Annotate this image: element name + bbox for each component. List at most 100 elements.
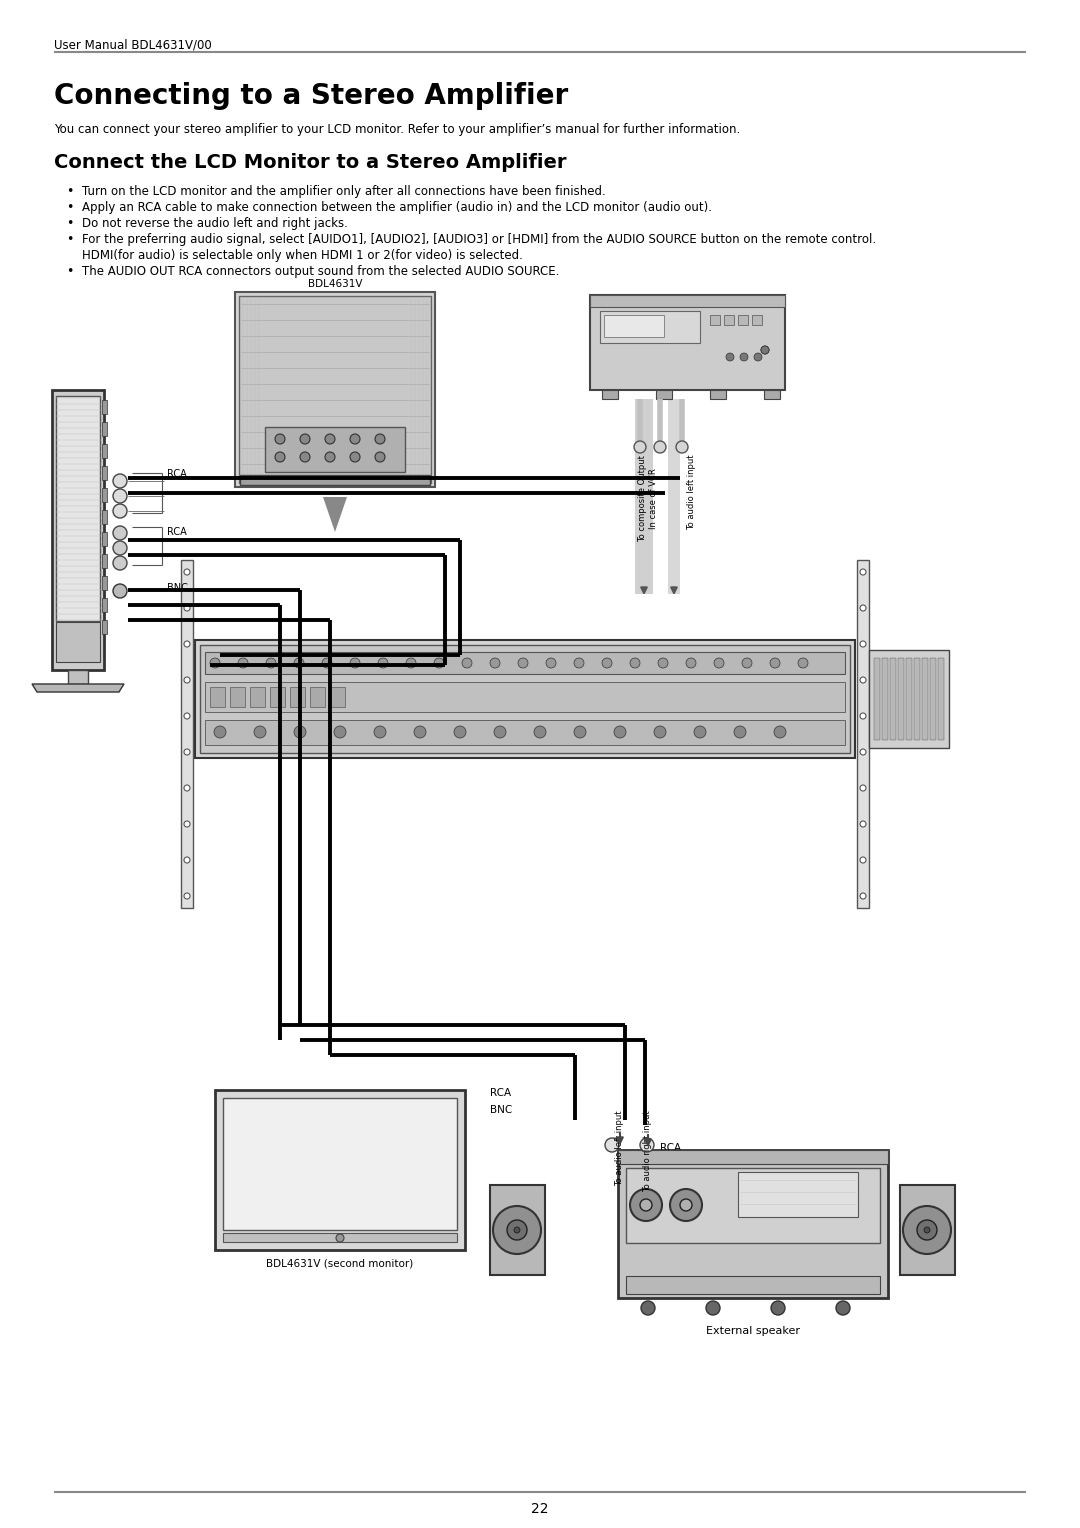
Circle shape	[658, 659, 669, 668]
Bar	[102, 466, 107, 480]
Bar	[102, 510, 107, 524]
Circle shape	[300, 452, 310, 461]
Circle shape	[860, 785, 866, 792]
Circle shape	[903, 1206, 951, 1254]
Text: BDL4631V (second monitor): BDL4631V (second monitor)	[267, 1258, 414, 1268]
Circle shape	[113, 541, 127, 555]
Bar	[195, 640, 855, 758]
Bar	[626, 1276, 880, 1294]
Text: RCA: RCA	[167, 527, 187, 536]
Polygon shape	[325, 492, 345, 495]
Circle shape	[726, 353, 734, 361]
Circle shape	[336, 1235, 345, 1242]
Polygon shape	[32, 685, 124, 692]
Bar	[102, 555, 107, 568]
Bar	[222, 1233, 457, 1242]
Circle shape	[184, 642, 190, 646]
Circle shape	[210, 659, 220, 668]
Bar	[724, 315, 734, 325]
Circle shape	[113, 584, 127, 597]
Bar	[200, 645, 850, 753]
Text: Apply an RCA cable to make connection between the amplifier (audio in) and the L: Apply an RCA cable to make connection be…	[82, 202, 712, 214]
Bar	[939, 659, 944, 740]
Bar	[930, 659, 936, 740]
Bar	[858, 559, 869, 908]
Bar	[222, 1099, 457, 1230]
Bar	[900, 1186, 955, 1274]
Circle shape	[917, 1219, 937, 1241]
Bar	[102, 620, 107, 634]
Circle shape	[334, 726, 346, 738]
Bar	[102, 597, 107, 613]
Circle shape	[714, 659, 724, 668]
Circle shape	[184, 605, 190, 611]
Circle shape	[113, 526, 127, 539]
Bar	[897, 659, 904, 740]
Bar	[602, 390, 618, 399]
Circle shape	[630, 659, 640, 668]
Text: Connecting to a Stereo Amplifier: Connecting to a Stereo Amplifier	[54, 83, 568, 110]
Circle shape	[325, 452, 335, 461]
Text: RCA: RCA	[660, 1143, 681, 1154]
Text: For the preferring audio signal, select [AUIDO1], [AUDIO2], [AUDIO3] or [HDMI] f: For the preferring audio signal, select …	[82, 232, 876, 246]
Bar	[914, 659, 920, 740]
Circle shape	[184, 568, 190, 575]
Text: •: •	[66, 185, 73, 199]
Text: Turn on the LCD monitor and the amplifier only after all connections have been f: Turn on the LCD monitor and the amplifie…	[82, 185, 606, 199]
Bar	[215, 1089, 465, 1250]
Circle shape	[630, 1189, 662, 1221]
Text: •: •	[66, 217, 73, 231]
Circle shape	[414, 726, 426, 738]
Bar	[270, 688, 285, 707]
Circle shape	[680, 1199, 692, 1212]
Circle shape	[546, 659, 556, 668]
Bar	[102, 400, 107, 414]
Bar	[102, 422, 107, 435]
Text: To audio right input: To audio right input	[644, 1109, 652, 1192]
Circle shape	[454, 726, 465, 738]
Circle shape	[254, 726, 266, 738]
Circle shape	[184, 785, 190, 792]
Circle shape	[860, 821, 866, 827]
Text: RCA: RCA	[167, 469, 187, 478]
Bar	[604, 315, 664, 338]
Text: External speaker: External speaker	[706, 1326, 800, 1335]
Text: •: •	[66, 264, 73, 278]
Circle shape	[350, 452, 360, 461]
Circle shape	[798, 659, 808, 668]
Circle shape	[184, 857, 190, 863]
Bar	[490, 1186, 545, 1274]
Circle shape	[275, 452, 285, 461]
Bar	[618, 1151, 888, 1297]
Text: You can connect your stereo amplifier to your LCD monitor. Refer to your amplifi: You can connect your stereo amplifier to…	[54, 122, 740, 136]
Circle shape	[184, 714, 190, 720]
Bar	[181, 559, 193, 908]
Bar	[310, 688, 325, 707]
Text: Connect the LCD Monitor to a Stereo Amplifier: Connect the LCD Monitor to a Stereo Ampl…	[54, 153, 567, 173]
Circle shape	[490, 659, 500, 668]
Circle shape	[534, 726, 546, 738]
Circle shape	[860, 642, 866, 646]
Text: Do not reverse the audio left and right jacks.: Do not reverse the audio left and right …	[82, 217, 348, 231]
Circle shape	[771, 1300, 785, 1316]
Circle shape	[275, 434, 285, 445]
Bar	[874, 659, 880, 740]
Circle shape	[322, 659, 332, 668]
Bar	[600, 312, 700, 342]
Circle shape	[860, 892, 866, 898]
Circle shape	[602, 659, 612, 668]
Bar	[669, 399, 680, 594]
Circle shape	[350, 659, 360, 668]
Circle shape	[761, 345, 769, 354]
Bar	[102, 445, 107, 458]
Bar	[235, 292, 435, 487]
Bar	[249, 688, 265, 707]
Bar	[239, 296, 431, 483]
Circle shape	[640, 1199, 652, 1212]
Circle shape	[113, 556, 127, 570]
Bar	[890, 659, 896, 740]
Bar	[590, 295, 785, 390]
Circle shape	[860, 714, 866, 720]
Circle shape	[686, 659, 696, 668]
Circle shape	[761, 345, 769, 354]
